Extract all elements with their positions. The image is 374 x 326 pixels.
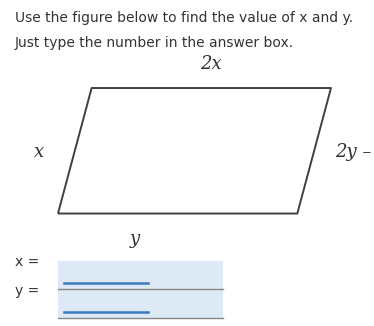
Text: x: x [34,142,45,161]
Text: Use the figure below to find the value of x and y.: Use the figure below to find the value o… [15,11,353,25]
Text: x =: x = [15,255,39,269]
Text: 2x: 2x [200,55,222,73]
Text: 2y – 9: 2y – 9 [335,142,374,161]
Text: y: y [129,230,140,248]
FancyBboxPatch shape [58,261,223,289]
FancyBboxPatch shape [58,290,223,318]
Text: Just type the number in the answer box.: Just type the number in the answer box. [15,36,294,50]
Text: y =: y = [15,284,39,298]
